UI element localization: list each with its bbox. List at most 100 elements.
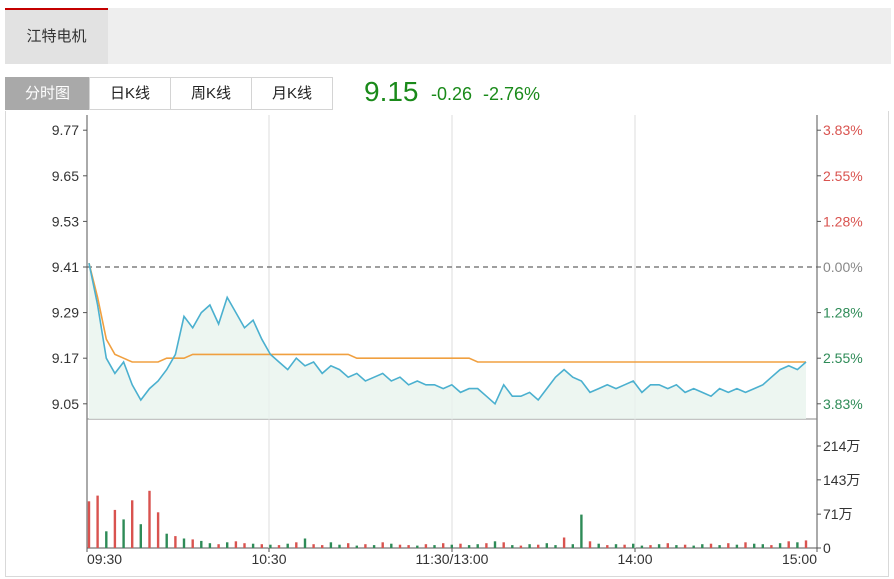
volume-bar (657, 544, 661, 548)
volume-bar (217, 544, 220, 548)
volume-bar (606, 545, 609, 548)
time-axis-label: 15:00 (782, 551, 817, 567)
stock-name-tab[interactable]: 江特电机 (5, 8, 108, 64)
time-axis-label: 10:30 (251, 551, 286, 567)
volume-bar (295, 542, 298, 548)
volume-bar (649, 545, 652, 548)
volume-bar (545, 543, 548, 548)
volume-bar (398, 544, 402, 548)
volume-bar (554, 545, 557, 548)
tab-weekly-k[interactable]: 周K线 (170, 77, 252, 110)
volume-bars (87, 490, 808, 548)
volume-bar (796, 542, 799, 548)
volume-bar (96, 495, 99, 548)
volume-bar (303, 538, 307, 548)
volume-bar (148, 490, 151, 548)
price-line (88, 263, 807, 406)
volume-bar (355, 545, 358, 548)
pct-axis-label: 0.00% (823, 259, 863, 275)
current-price: 9.15 (364, 76, 419, 107)
volume-bar (321, 545, 324, 548)
volume-bar (390, 543, 393, 548)
volume-bar (804, 540, 808, 548)
axis-labels: 09:30 10:30 11:30/13:00 14:00 15:00 9.77 3.83%… (52, 122, 863, 567)
time-axis-label: 11:30/13:00 (416, 551, 489, 567)
volume-bar (347, 543, 350, 548)
volume-bar (787, 541, 790, 548)
volume-bar (277, 545, 281, 548)
volume-bar (416, 545, 419, 548)
pct-axis-label: 3.83% (823, 122, 863, 138)
volume-bar (770, 545, 773, 548)
volume-bar (744, 542, 747, 548)
price-axis-label: 9.53 (52, 213, 79, 229)
volume-bar (433, 545, 436, 548)
tab-intraday[interactable]: 分时图 (5, 77, 90, 110)
volume-axis-label: 0 (823, 540, 831, 556)
volume-bar (519, 545, 523, 548)
volume-bar (372, 545, 376, 548)
volume-bar (200, 540, 203, 548)
price-axis-label: 9.77 (52, 122, 79, 138)
price-axis-label: 9.29 (52, 305, 79, 321)
volume-bar (191, 539, 194, 548)
volume-bar (580, 514, 583, 548)
volume-bar (683, 544, 687, 548)
volume-bar (718, 545, 721, 548)
volume-bar (174, 536, 177, 548)
volume-bar (485, 543, 488, 548)
volume-bar (692, 545, 695, 548)
volume-bar (632, 543, 635, 548)
volume-bar (709, 543, 713, 548)
volume-bar (105, 531, 108, 548)
volume-bar (778, 543, 782, 548)
volume-bar (588, 541, 592, 548)
volume-axis-label: 214万 (823, 438, 860, 454)
volume-bar (623, 544, 626, 548)
volume-bar (226, 542, 229, 548)
volume-bar (131, 500, 134, 548)
volume-bar (139, 524, 142, 548)
volume-bar (312, 544, 315, 548)
volume-bar (459, 543, 462, 548)
volume-bar (442, 543, 445, 548)
volume-bar (182, 538, 186, 548)
pct-axis-label: 2.55% (823, 350, 863, 366)
volume-bar (329, 542, 333, 548)
pct-axis-label: 1.28% (823, 213, 863, 229)
volume-bar (467, 545, 471, 548)
volume-bar (113, 509, 117, 548)
pct-axis-label: 3.83% (823, 396, 863, 412)
volume-bar (614, 544, 618, 548)
volume-bar (502, 542, 505, 548)
price-axis-label: 9.05 (52, 396, 79, 412)
volume-bar (528, 544, 531, 548)
price-change: -0.26 (431, 84, 473, 104)
stock-tab-bar: 江特电机 (5, 8, 891, 64)
volume-bar (701, 544, 704, 548)
volume-bar (208, 543, 212, 548)
price-axis-label: 9.65 (52, 168, 79, 184)
volume-bar (537, 544, 540, 548)
volume-bar (243, 543, 246, 548)
volume-bar (640, 545, 644, 548)
volume-bar (493, 541, 497, 548)
time-axis-label: 09:30 (87, 551, 122, 567)
volume-bar (450, 544, 453, 548)
tab-monthly-k[interactable]: 月K线 (251, 77, 333, 110)
volume-bar (251, 543, 255, 548)
average-line-layer (88, 263, 806, 363)
volume-bar (675, 545, 678, 548)
volume-bar (476, 544, 479, 548)
volume-bar (597, 543, 600, 548)
price-axis-label: 9.17 (52, 350, 79, 366)
volume-bar (364, 544, 367, 548)
volume-bar (234, 541, 238, 548)
volume-bar (286, 543, 289, 548)
pct-axis-label: 2.55% (823, 168, 863, 184)
volume-bar (407, 545, 410, 548)
volume-bar (338, 544, 341, 548)
volume-bar (571, 544, 574, 548)
volume-bar (735, 544, 739, 548)
